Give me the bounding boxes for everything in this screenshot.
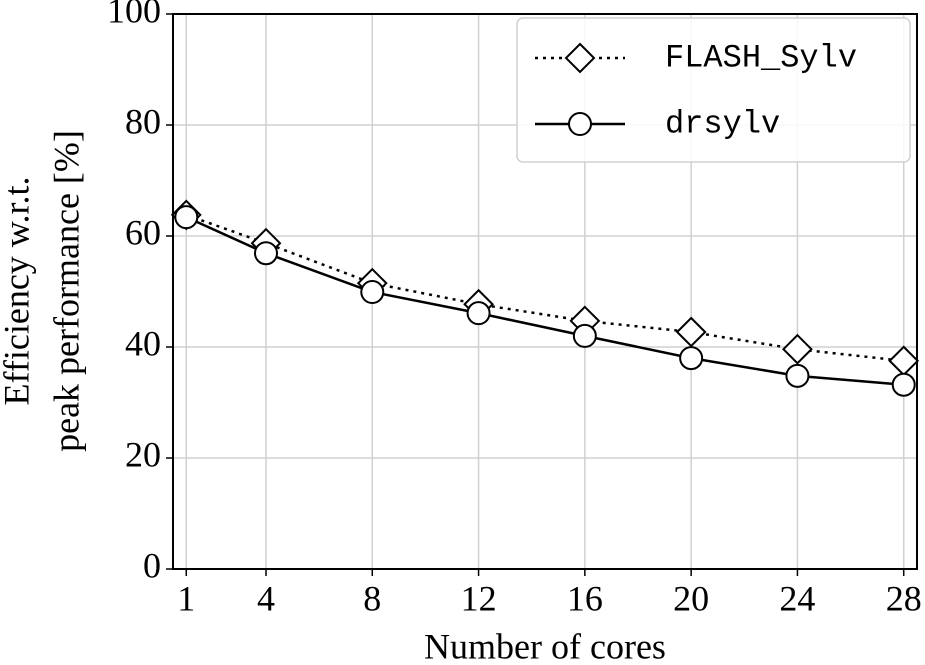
marker: [785, 363, 810, 388]
y-tick-label: 0: [143, 545, 161, 585]
marker: [679, 346, 704, 371]
series-line: [185, 213, 904, 363]
x-tick-label: 24: [779, 578, 815, 618]
marker: [254, 241, 278, 266]
legend-label: drsylv: [665, 105, 780, 142]
x-axis-label: Number of cores: [424, 626, 666, 665]
y-tick-label: 20: [125, 434, 161, 474]
x-tick-label: 8: [363, 578, 381, 618]
x-tick-label: 1: [177, 578, 195, 618]
marker: [174, 205, 199, 230]
x-tick-label: 28: [886, 578, 922, 618]
y-tick-label: 40: [125, 323, 161, 363]
x-tick-label: 20: [673, 578, 709, 618]
marker: [675, 316, 707, 348]
y-tick-label: 80: [125, 101, 161, 141]
x-tick-label: 12: [461, 578, 497, 618]
x-tick-label: 16: [567, 578, 603, 618]
plot-frame: [172, 13, 918, 570]
marker: [891, 372, 916, 397]
marker: [888, 345, 920, 377]
series-line: [185, 215, 904, 386]
legend-box: [516, 17, 911, 163]
y-axis-label: peak performance [%]: [46, 130, 86, 452]
y-tick-label: 100: [107, 0, 161, 30]
y-axis-label: Efficiency w.r.t.: [0, 177, 36, 406]
legend-label: FLASH_Sylv: [665, 39, 857, 76]
plot: [170, 199, 920, 397]
marker: [782, 333, 813, 365]
marker: [466, 301, 491, 326]
legend-marker: [568, 112, 592, 136]
marker: [360, 280, 385, 305]
marker: [572, 323, 597, 348]
x-tick-label: 4: [257, 578, 275, 618]
legend-marker: [564, 42, 596, 74]
y-tick-label: 60: [125, 212, 161, 252]
